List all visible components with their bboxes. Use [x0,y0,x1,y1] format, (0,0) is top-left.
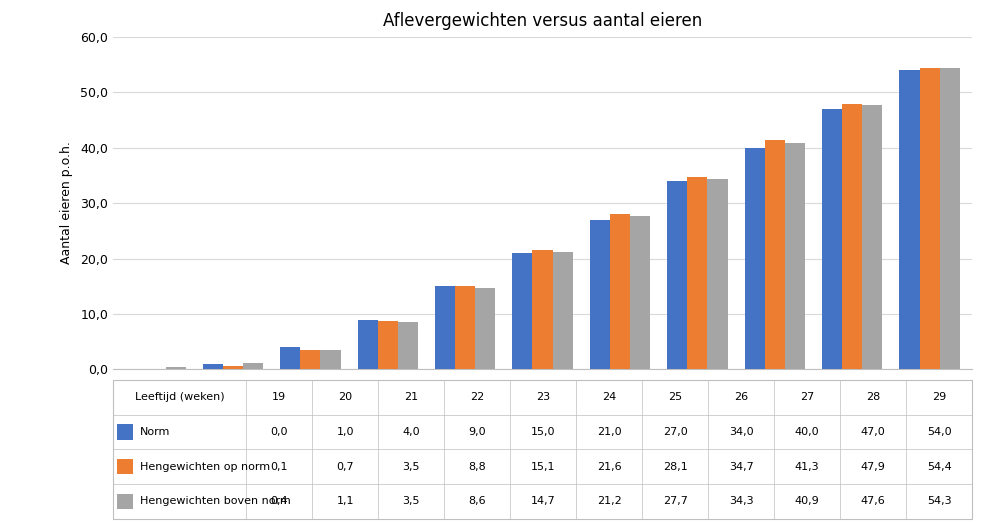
Text: 8,6: 8,6 [468,496,486,506]
Text: 25: 25 [668,392,682,402]
Bar [398,322,418,369]
Bar [940,68,959,369]
Text: 22: 22 [470,392,484,402]
Text: 40,0: 40,0 [794,427,819,437]
Bar [765,140,785,369]
Text: 21: 21 [404,392,418,402]
Bar [553,252,573,369]
Text: 34,3: 34,3 [729,496,753,506]
Bar [744,148,765,369]
Text: 0,0: 0,0 [270,427,288,437]
Text: 0,7: 0,7 [336,462,354,472]
Text: 28: 28 [866,392,880,402]
Bar [610,214,630,369]
Text: 0,4: 0,4 [270,496,288,506]
Text: 21,6: 21,6 [597,462,622,472]
Bar [117,494,133,509]
Bar [667,181,687,369]
Text: 47,6: 47,6 [861,496,886,506]
Bar [243,363,263,369]
Text: 26: 26 [735,392,748,402]
Bar [455,286,475,369]
Text: 14,7: 14,7 [530,496,556,506]
Text: 54,0: 54,0 [927,427,952,437]
Text: 0,1: 0,1 [270,462,288,472]
Bar [532,249,553,369]
Text: 1,1: 1,1 [337,496,354,506]
Text: Hengewichten op norm: Hengewichten op norm [139,462,270,472]
Text: 41,3: 41,3 [794,462,819,472]
Text: 27,0: 27,0 [663,427,687,437]
Text: 20: 20 [338,392,353,402]
Bar [357,320,378,369]
Bar [202,364,223,369]
Bar [320,350,341,369]
Bar [223,366,243,369]
Bar [117,459,133,475]
Bar [822,109,843,369]
Bar [300,350,320,369]
Bar [843,104,862,369]
Text: 19: 19 [272,392,286,402]
Bar [435,286,455,369]
Text: 15,1: 15,1 [531,462,556,472]
Bar [590,220,610,369]
Text: 54,4: 54,4 [927,462,952,472]
Text: 47,9: 47,9 [861,462,886,472]
Text: 40,9: 40,9 [794,496,820,506]
Text: 9,0: 9,0 [468,427,486,437]
Text: 34,0: 34,0 [729,427,753,437]
Bar [475,288,495,369]
Text: 3,5: 3,5 [403,462,420,472]
Text: 28,1: 28,1 [663,462,687,472]
Text: 3,5: 3,5 [403,496,420,506]
Text: 8,8: 8,8 [468,462,486,472]
Text: 23: 23 [536,392,550,402]
Text: Hengewichten boven norm: Hengewichten boven norm [139,496,291,506]
Text: 54,3: 54,3 [927,496,952,506]
Text: 21,0: 21,0 [597,427,622,437]
Text: 27: 27 [800,392,814,402]
Bar [280,347,300,369]
Text: 27,7: 27,7 [663,496,687,506]
Bar [687,177,707,369]
Bar [785,143,805,369]
Bar [117,424,133,440]
Text: 1,0: 1,0 [337,427,354,437]
Bar [378,321,398,369]
Title: Aflevergewichten versus aantal eieren: Aflevergewichten versus aantal eieren [383,12,702,29]
Text: Norm: Norm [139,427,170,437]
Bar [166,367,186,369]
Bar [862,105,883,369]
Text: 47,0: 47,0 [861,427,886,437]
Text: 15,0: 15,0 [531,427,556,437]
Text: Leeftijd (weken): Leeftijd (weken) [135,392,224,402]
Bar [513,253,532,369]
Text: 21,2: 21,2 [597,496,622,506]
Text: 24: 24 [602,392,617,402]
Bar [707,179,728,369]
Text: 4,0: 4,0 [403,427,420,437]
Text: 34,7: 34,7 [729,462,753,472]
Text: 29: 29 [932,392,947,402]
Y-axis label: Aantal eieren p.o.h.: Aantal eieren p.o.h. [60,141,73,265]
Bar [900,70,919,369]
Bar [630,216,650,369]
Bar [919,68,940,369]
